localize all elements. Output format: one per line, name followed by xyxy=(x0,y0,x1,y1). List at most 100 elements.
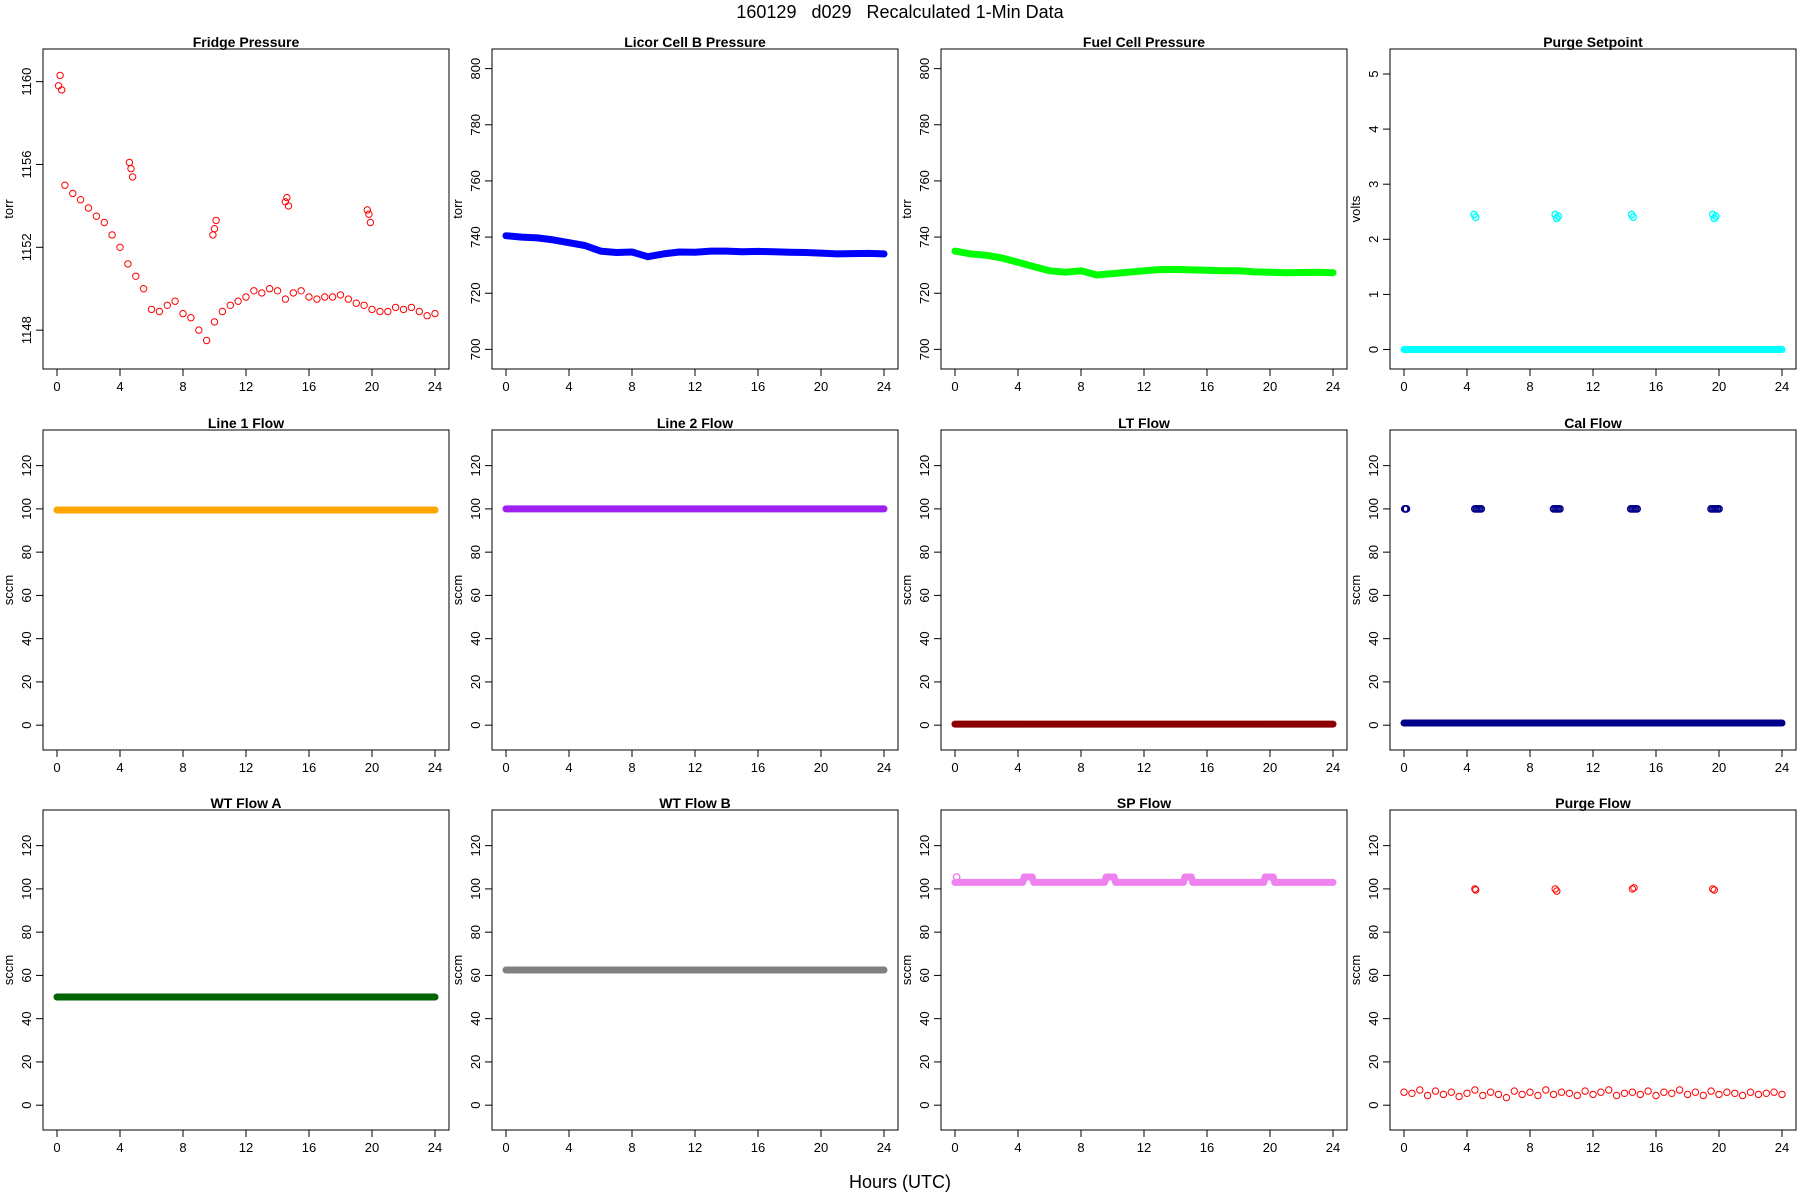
plot-frame xyxy=(42,809,450,1131)
x-tick-label: 0 xyxy=(53,379,60,394)
data-point xyxy=(1710,886,1719,894)
x-tick-label: 16 xyxy=(751,1140,765,1155)
panel-title: SP Flow xyxy=(1117,795,1171,811)
panel: Licor Cell B Pressure 0 4 8 12 16 20 24 700 720 74… xyxy=(450,34,899,394)
x-tick-label: 24 xyxy=(1326,1140,1340,1155)
x-tick-label: 20 xyxy=(814,760,828,775)
y-axis-label: sccm xyxy=(1,575,16,605)
x-tick-label: 12 xyxy=(239,379,253,394)
y-tick-label: 40 xyxy=(19,1011,34,1025)
y-tick-label: 0 xyxy=(468,722,483,729)
series-line xyxy=(502,232,888,261)
y-tick-label: 100 xyxy=(1366,878,1381,900)
x-tick-label: 4 xyxy=(1463,1140,1470,1155)
data-point xyxy=(1549,1090,1558,1099)
series-line xyxy=(951,247,1337,279)
data-point xyxy=(1754,1090,1763,1099)
y-tick-label: 720 xyxy=(468,282,483,304)
y-tick-label: 1152 xyxy=(19,233,34,261)
y-axis-label: sccm xyxy=(1348,575,1363,605)
data-point xyxy=(58,86,66,94)
x-tick-label: 20 xyxy=(1263,379,1277,394)
x-tick-label: 24 xyxy=(428,760,442,775)
data-point xyxy=(281,295,290,303)
x-tick-label: 20 xyxy=(1712,1140,1726,1155)
data-point xyxy=(179,309,187,318)
data-point xyxy=(127,164,135,173)
y-tick-label: 100 xyxy=(1366,498,1381,520)
data-point xyxy=(1605,1086,1613,1094)
x-tick-label: 16 xyxy=(302,379,316,394)
panel-title: Purge Setpoint xyxy=(1543,34,1643,50)
data-point xyxy=(84,204,93,212)
data-point xyxy=(125,158,134,167)
y-tick-label: 40 xyxy=(917,1011,932,1025)
x-tick-label: 4 xyxy=(116,379,123,394)
y-tick-label: 20 xyxy=(917,675,932,689)
data-point xyxy=(147,305,156,314)
x-tick-label: 20 xyxy=(814,379,828,394)
panel-title: Purge Flow xyxy=(1555,795,1631,811)
x-tick-label: 12 xyxy=(688,1140,702,1155)
x-tick-label: 8 xyxy=(628,379,635,394)
y-tick-label: 120 xyxy=(917,835,932,857)
x-tick-label: 20 xyxy=(365,760,379,775)
x-tick-label: 16 xyxy=(1649,760,1663,775)
data-point xyxy=(1471,1086,1479,1094)
data-point xyxy=(1629,213,1638,222)
x-tick-label: 24 xyxy=(428,379,442,394)
x-tick-label: 16 xyxy=(1649,1140,1663,1155)
data-point xyxy=(1620,1089,1629,1098)
y-tick-label: 3 xyxy=(1366,181,1381,188)
y-tick-label: 4 xyxy=(1366,125,1381,132)
data-point xyxy=(1709,885,1717,893)
data-point xyxy=(952,873,961,881)
plot-frame xyxy=(940,48,1348,370)
y-tick-label: 100 xyxy=(19,498,34,520)
x-tick-label: 16 xyxy=(302,1140,316,1155)
data-point xyxy=(56,71,64,80)
data-point xyxy=(344,295,353,303)
x-tick-label: 12 xyxy=(239,1140,253,1155)
data-point xyxy=(1439,1090,1448,1099)
plot-frame xyxy=(42,429,450,751)
y-tick-label: 20 xyxy=(19,675,34,689)
y-axis-label: sccm xyxy=(450,575,465,605)
panel-title: Line 1 Flow xyxy=(208,415,284,431)
x-tick-label: 0 xyxy=(502,379,509,394)
data-point xyxy=(352,299,360,307)
data-point xyxy=(1486,1088,1495,1096)
x-tick-label: 4 xyxy=(1014,1140,1021,1155)
data-point xyxy=(1770,1088,1778,1096)
data-point xyxy=(265,285,274,293)
y-tick-label: 40 xyxy=(1366,1011,1381,1025)
figure-title: 160129 d029 Recalculated 1-Min Data xyxy=(736,2,1064,22)
data-point xyxy=(1746,1088,1755,1096)
x-tick-label: 0 xyxy=(53,760,60,775)
data-point xyxy=(242,293,250,301)
x-tick-label: 20 xyxy=(365,1140,379,1155)
y-tick-label: 20 xyxy=(1366,1055,1381,1069)
x-tick-label: 12 xyxy=(239,760,253,775)
x-tick-label: 12 xyxy=(688,760,702,775)
y-tick-label: 800 xyxy=(468,58,483,80)
plot-frame xyxy=(42,48,450,370)
data-point xyxy=(250,287,258,295)
y-tick-label: 0 xyxy=(468,1102,483,1109)
data-point xyxy=(163,301,172,309)
x-axis-label: Hours (UTC) xyxy=(849,1172,951,1192)
x-tick-label: 8 xyxy=(628,1140,635,1155)
y-axis-label: volts xyxy=(1348,195,1363,222)
x-tick-label: 24 xyxy=(1775,760,1789,775)
y-tick-label: 80 xyxy=(1366,925,1381,939)
x-tick-label: 20 xyxy=(1712,760,1726,775)
x-tick-label: 8 xyxy=(1077,1140,1084,1155)
data-point xyxy=(1431,1087,1440,1095)
x-tick-label: 24 xyxy=(1775,379,1789,394)
x-tick-label: 4 xyxy=(565,760,572,775)
series-line xyxy=(951,873,1337,886)
data-point xyxy=(124,260,132,268)
data-point xyxy=(171,297,179,305)
panel-title: Licor Cell B Pressure xyxy=(624,34,766,50)
